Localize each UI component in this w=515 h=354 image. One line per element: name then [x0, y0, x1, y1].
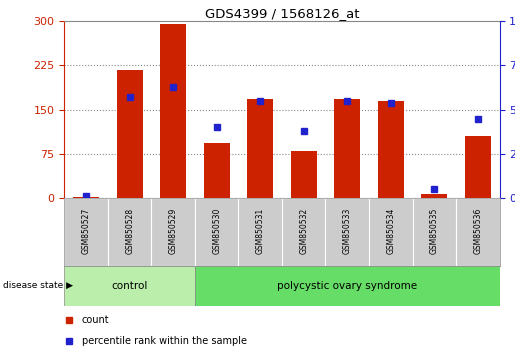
Bar — [456, 198, 500, 266]
Bar — [334, 99, 360, 198]
Title: GDS4399 / 1568126_at: GDS4399 / 1568126_at — [204, 7, 359, 20]
Bar — [160, 24, 186, 198]
Bar — [116, 70, 143, 198]
Text: percentile rank within the sample: percentile rank within the sample — [82, 336, 247, 346]
Text: GSM850535: GSM850535 — [430, 207, 439, 254]
Text: GSM850528: GSM850528 — [125, 207, 134, 253]
Text: control: control — [111, 281, 148, 291]
Bar — [369, 198, 413, 266]
Bar — [64, 266, 195, 306]
Bar — [421, 194, 448, 198]
Text: GSM850532: GSM850532 — [299, 207, 308, 254]
Bar — [247, 99, 273, 198]
Bar — [151, 198, 195, 266]
Text: polycystic ovary syndrome: polycystic ovary syndrome — [277, 281, 417, 291]
Bar — [195, 198, 238, 266]
Text: GSM850531: GSM850531 — [256, 207, 265, 254]
Bar — [108, 198, 151, 266]
Bar — [413, 198, 456, 266]
Text: disease state ▶: disease state ▶ — [3, 281, 73, 290]
Bar — [73, 197, 99, 198]
Bar — [377, 101, 404, 198]
Text: GSM850527: GSM850527 — [82, 207, 91, 254]
Bar — [238, 198, 282, 266]
Text: GSM850530: GSM850530 — [212, 207, 221, 254]
Bar — [195, 266, 500, 306]
Bar — [64, 198, 108, 266]
Bar — [325, 198, 369, 266]
Bar — [290, 151, 317, 198]
Text: count: count — [82, 315, 109, 325]
Bar — [282, 198, 325, 266]
Text: GSM850529: GSM850529 — [169, 207, 178, 254]
Text: GSM850536: GSM850536 — [473, 207, 482, 254]
Bar — [465, 136, 491, 198]
Text: GSM850533: GSM850533 — [343, 207, 352, 254]
Text: GSM850534: GSM850534 — [386, 207, 395, 254]
Bar — [203, 143, 230, 198]
